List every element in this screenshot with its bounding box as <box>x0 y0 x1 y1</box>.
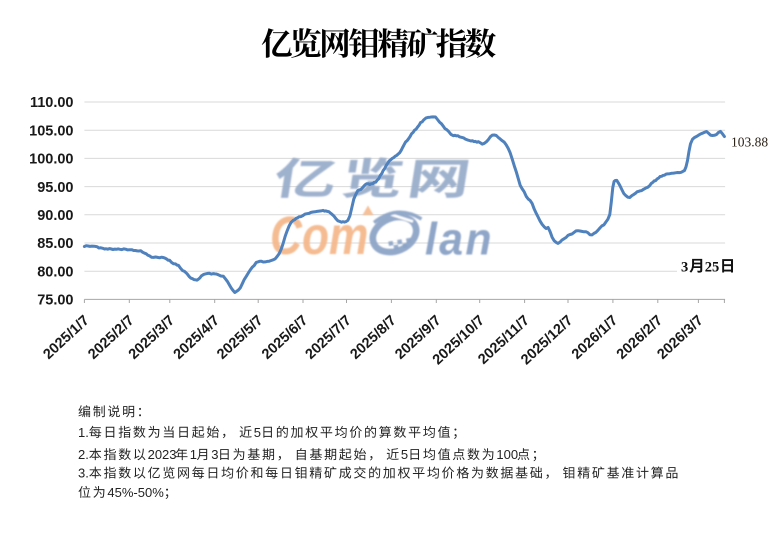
svg-text:75.00: 75.00 <box>37 293 73 309</box>
svg-text:3.: 3. <box>78 466 89 481</box>
svg-text:105.00: 105.00 <box>29 123 73 139</box>
svg-text:100: 100 <box>496 447 518 462</box>
svg-text:2023: 2023 <box>148 447 177 462</box>
svg-text:90.00: 90.00 <box>37 208 73 224</box>
svg-text:80.00: 80.00 <box>37 264 73 280</box>
svg-text:25: 25 <box>705 259 720 275</box>
svg-text:5: 5 <box>401 447 408 462</box>
svg-text:1.: 1. <box>78 425 89 440</box>
svg-text:lan: lan <box>425 214 494 264</box>
svg-text:5: 5 <box>254 425 261 440</box>
svg-text:3: 3 <box>211 447 218 462</box>
svg-text:110.00: 110.00 <box>30 95 74 111</box>
svg-text:2.: 2. <box>78 447 89 462</box>
svg-text:103.88: 103.88 <box>731 135 768 150</box>
svg-text:1: 1 <box>190 447 197 462</box>
svg-text:3: 3 <box>681 259 688 275</box>
svg-text:100.00: 100.00 <box>29 152 73 168</box>
svg-text:95.00: 95.00 <box>37 180 73 196</box>
svg-text:85.00: 85.00 <box>37 236 73 252</box>
svg-text:45%-50%: 45%-50% <box>107 485 164 500</box>
